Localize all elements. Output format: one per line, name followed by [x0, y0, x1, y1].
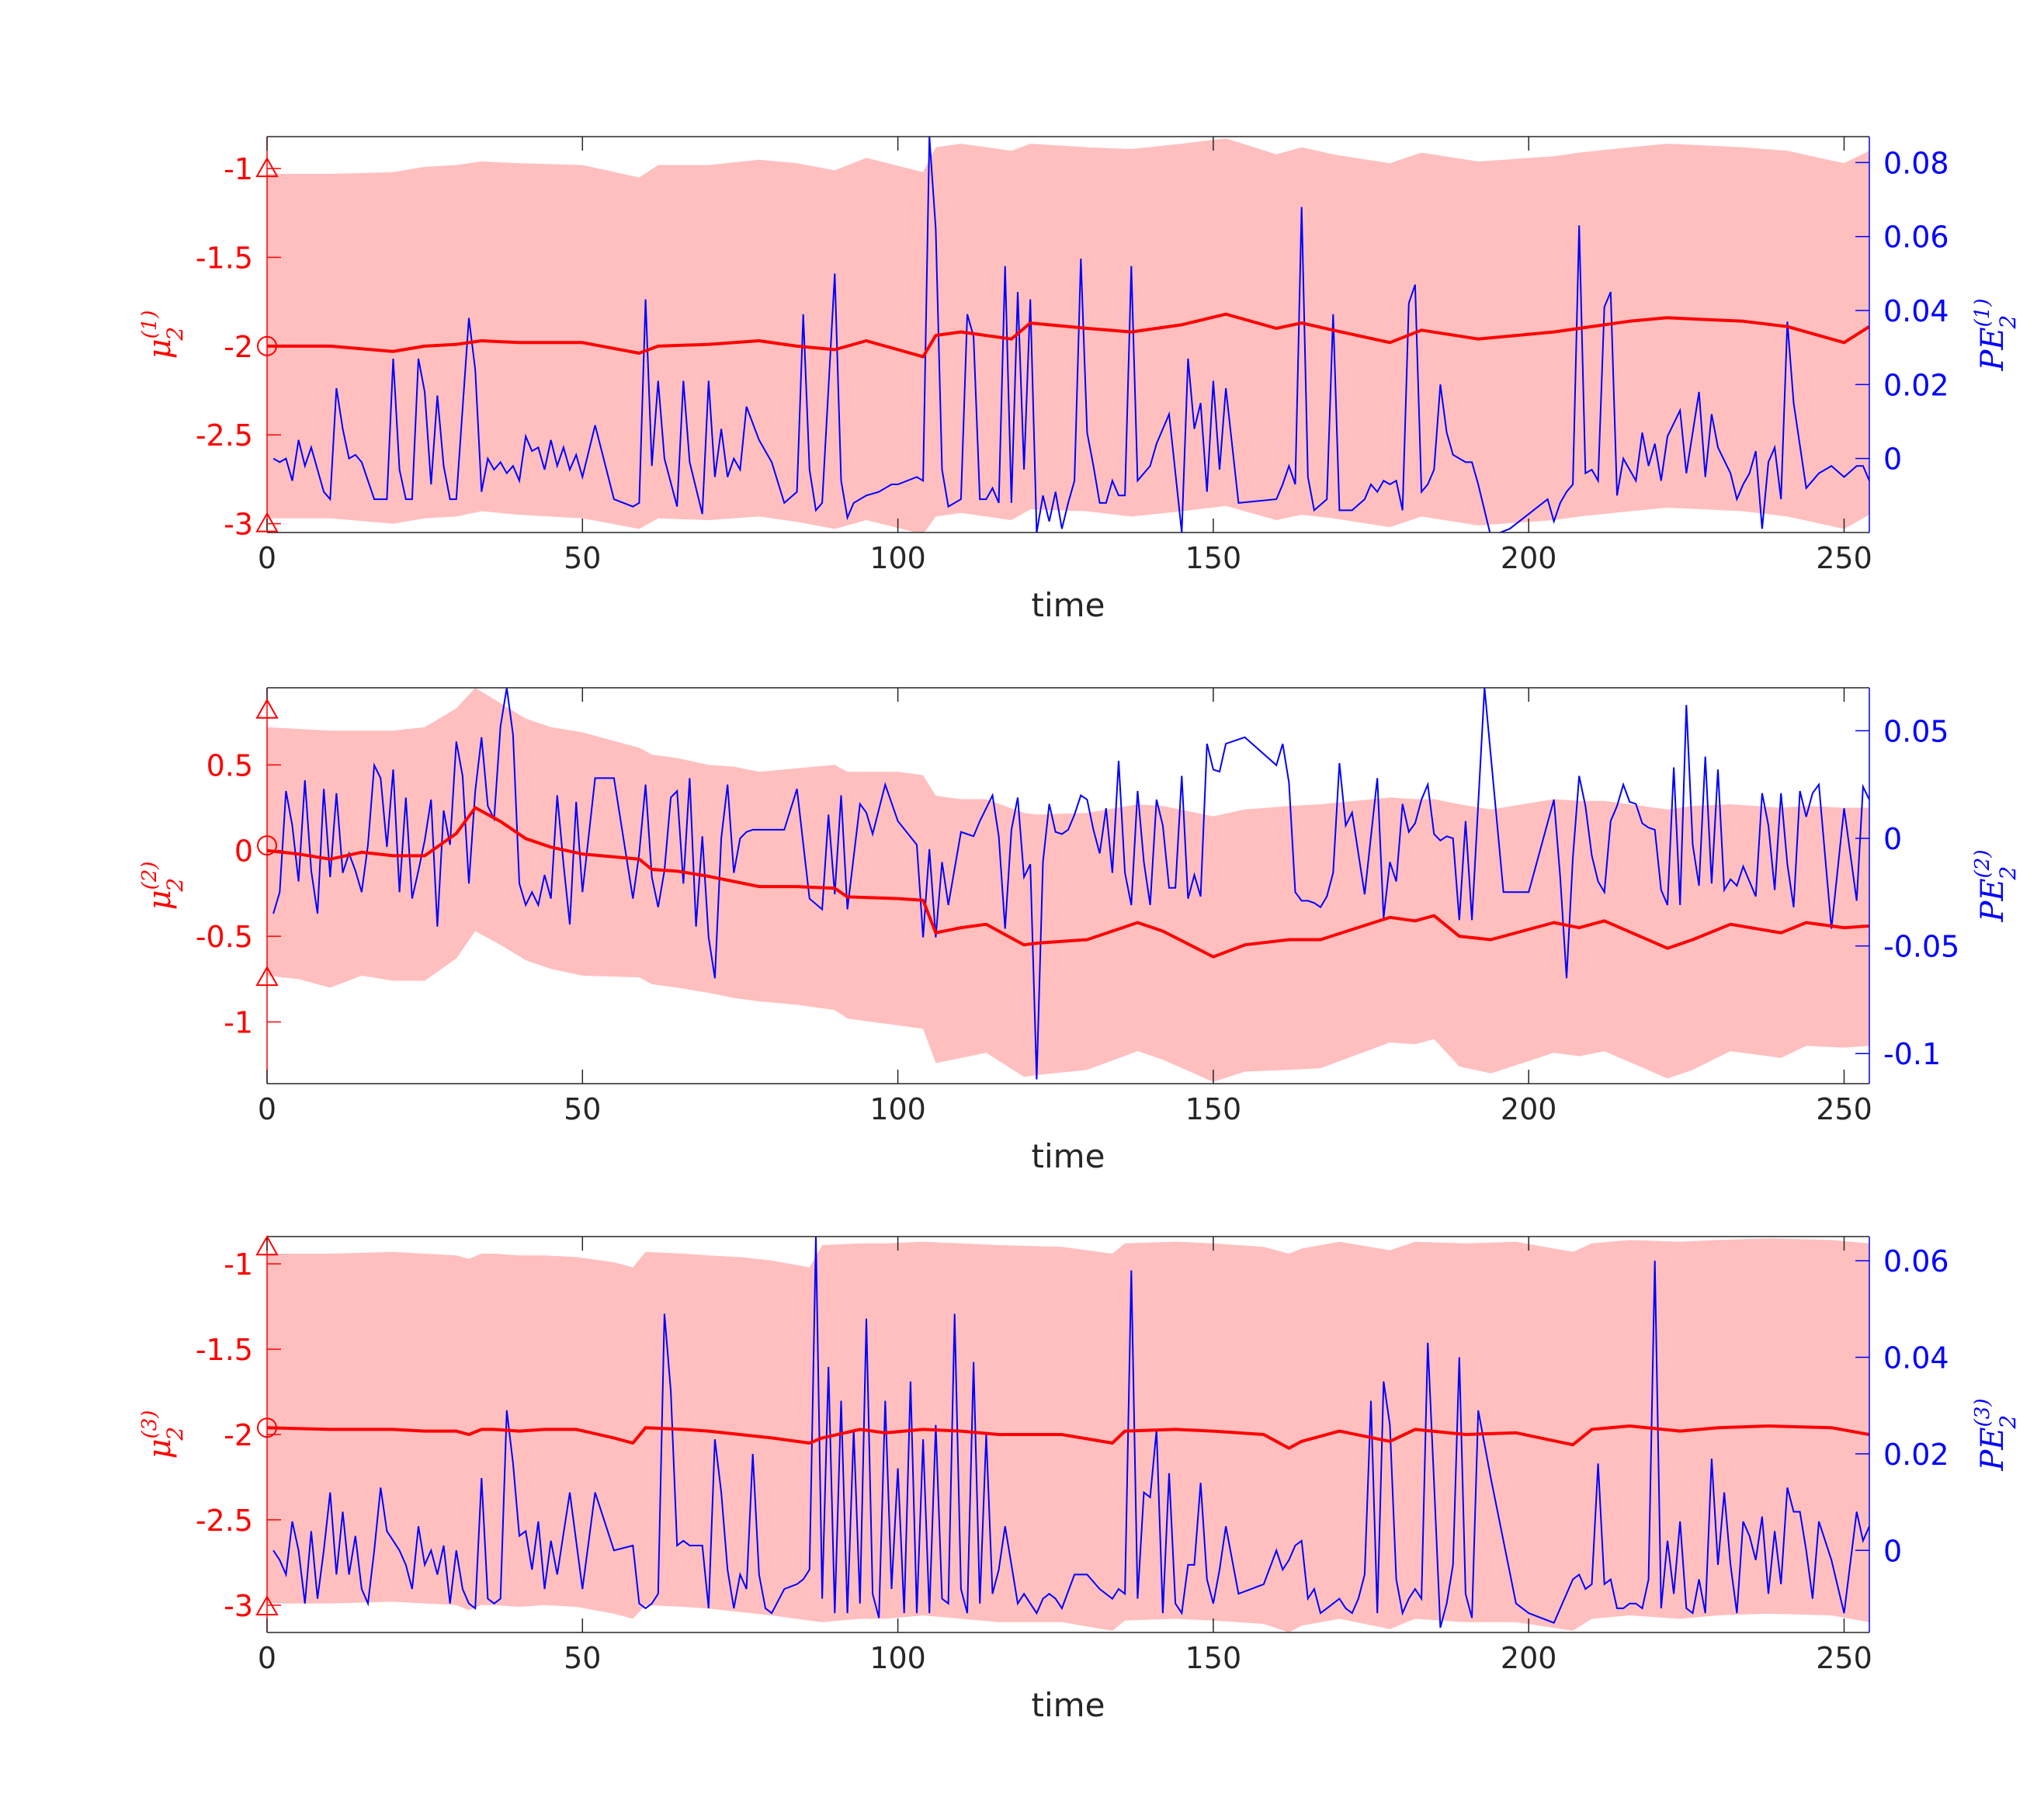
right-y-tick-label: 0.06 [1883, 1244, 1949, 1278]
x-tick-label: 50 [564, 1641, 601, 1675]
left-y-tick-label: -2 [224, 330, 253, 364]
left-y-tick-label: -3 [224, 508, 253, 542]
x-tick-label: 250 [1816, 1641, 1872, 1675]
left-y-axis-label: μ(3)2 [138, 1410, 188, 1459]
x-tick-label: 250 [1816, 541, 1872, 575]
panel-1: 0 50 100 150 200 250 time -3 -2.5 -2 -1.5 -1 0 0.02 0.… [138, 137, 2021, 624]
right-y-tick-label: 0 [1883, 1534, 1902, 1568]
mu-uncertainty-band [267, 688, 1869, 1082]
x-tick-label: 150 [1185, 1641, 1242, 1675]
x-axis-label: time [1032, 586, 1105, 624]
right-y-tick-label: 0.08 [1883, 146, 1949, 180]
right-y-tick-label: 0.06 [1883, 220, 1949, 255]
x-tick-label: 0 [258, 1641, 276, 1675]
left-y-tick-label: -1 [224, 152, 253, 186]
right-y-tick-label: -0.1 [1883, 1037, 1941, 1071]
plot-area [267, 1237, 1869, 1632]
left-y-tick-label: -2 [224, 1418, 253, 1452]
x-axis-label: time [1032, 1686, 1105, 1724]
left-y-tick-label: -0.5 [196, 920, 253, 954]
x-tick-label: 200 [1501, 1092, 1557, 1126]
plot-area [267, 137, 1869, 536]
right-y-tick-label: 0 [1883, 442, 1902, 477]
left-y-tick-label: -3 [224, 1589, 253, 1623]
right-y-tick-label: -0.05 [1883, 930, 1959, 964]
right-y-axis-label: PE(1)2 [1971, 299, 2021, 372]
x-tick-label: 0 [258, 541, 276, 575]
right-y-tick-label: 0.05 [1883, 714, 1949, 748]
right-y-tick-label: 0.04 [1883, 1341, 1949, 1375]
x-tick-label: 100 [869, 1641, 926, 1675]
x-tick-label: 150 [1185, 541, 1242, 575]
left-y-axis-label: μ(2)2 [138, 862, 188, 911]
left-y-tick-label: -1 [224, 1006, 253, 1040]
panel-2: 0 50 100 150 200 250 time -1 -0.5 0 0.5 -0.1 -0.05 0 0… [138, 688, 2021, 1175]
left-y-tick-label: -2.5 [196, 1504, 253, 1538]
panel-3: 0 50 100 150 200 250 time -3 -2.5 -2 -1.5 -1 0 0.02 0.… [138, 1237, 2021, 1724]
right-y-tick-label: 0.02 [1883, 368, 1949, 402]
mu-uncertainty-band [267, 138, 1869, 534]
right-y-tick-label: 0 [1883, 822, 1902, 856]
x-tick-label: 100 [869, 541, 926, 575]
x-tick-label: 100 [869, 1092, 926, 1126]
left-y-tick-label: -1.5 [196, 1333, 253, 1367]
x-tick-label: 50 [564, 1092, 601, 1126]
left-y-tick-label: -1.5 [196, 241, 253, 276]
x-tick-label: 50 [564, 541, 601, 575]
left-y-tick-label: -1 [224, 1247, 253, 1282]
x-tick-label: 250 [1816, 1092, 1872, 1126]
left-y-tick-label: 0 [234, 834, 253, 869]
right-y-tick-label: 0.02 [1883, 1438, 1949, 1472]
left-y-tick-label: -2.5 [196, 418, 253, 453]
x-tick-label: 200 [1501, 1641, 1557, 1675]
right-y-axis-label: PE(2)2 [1971, 850, 2021, 923]
plot-area [267, 688, 1869, 1082]
x-axis-label: time [1032, 1137, 1105, 1175]
x-tick-label: 200 [1501, 541, 1557, 575]
x-tick-label: 150 [1185, 1092, 1242, 1126]
x-tick-label: 0 [258, 1092, 276, 1126]
right-y-axis-label: PE(3)2 [1971, 1399, 2021, 1472]
left-y-tick-label: 0.5 [206, 748, 253, 782]
right-y-tick-label: 0.04 [1883, 294, 1949, 328]
left-y-axis-label: μ(1)2 [138, 311, 188, 359]
